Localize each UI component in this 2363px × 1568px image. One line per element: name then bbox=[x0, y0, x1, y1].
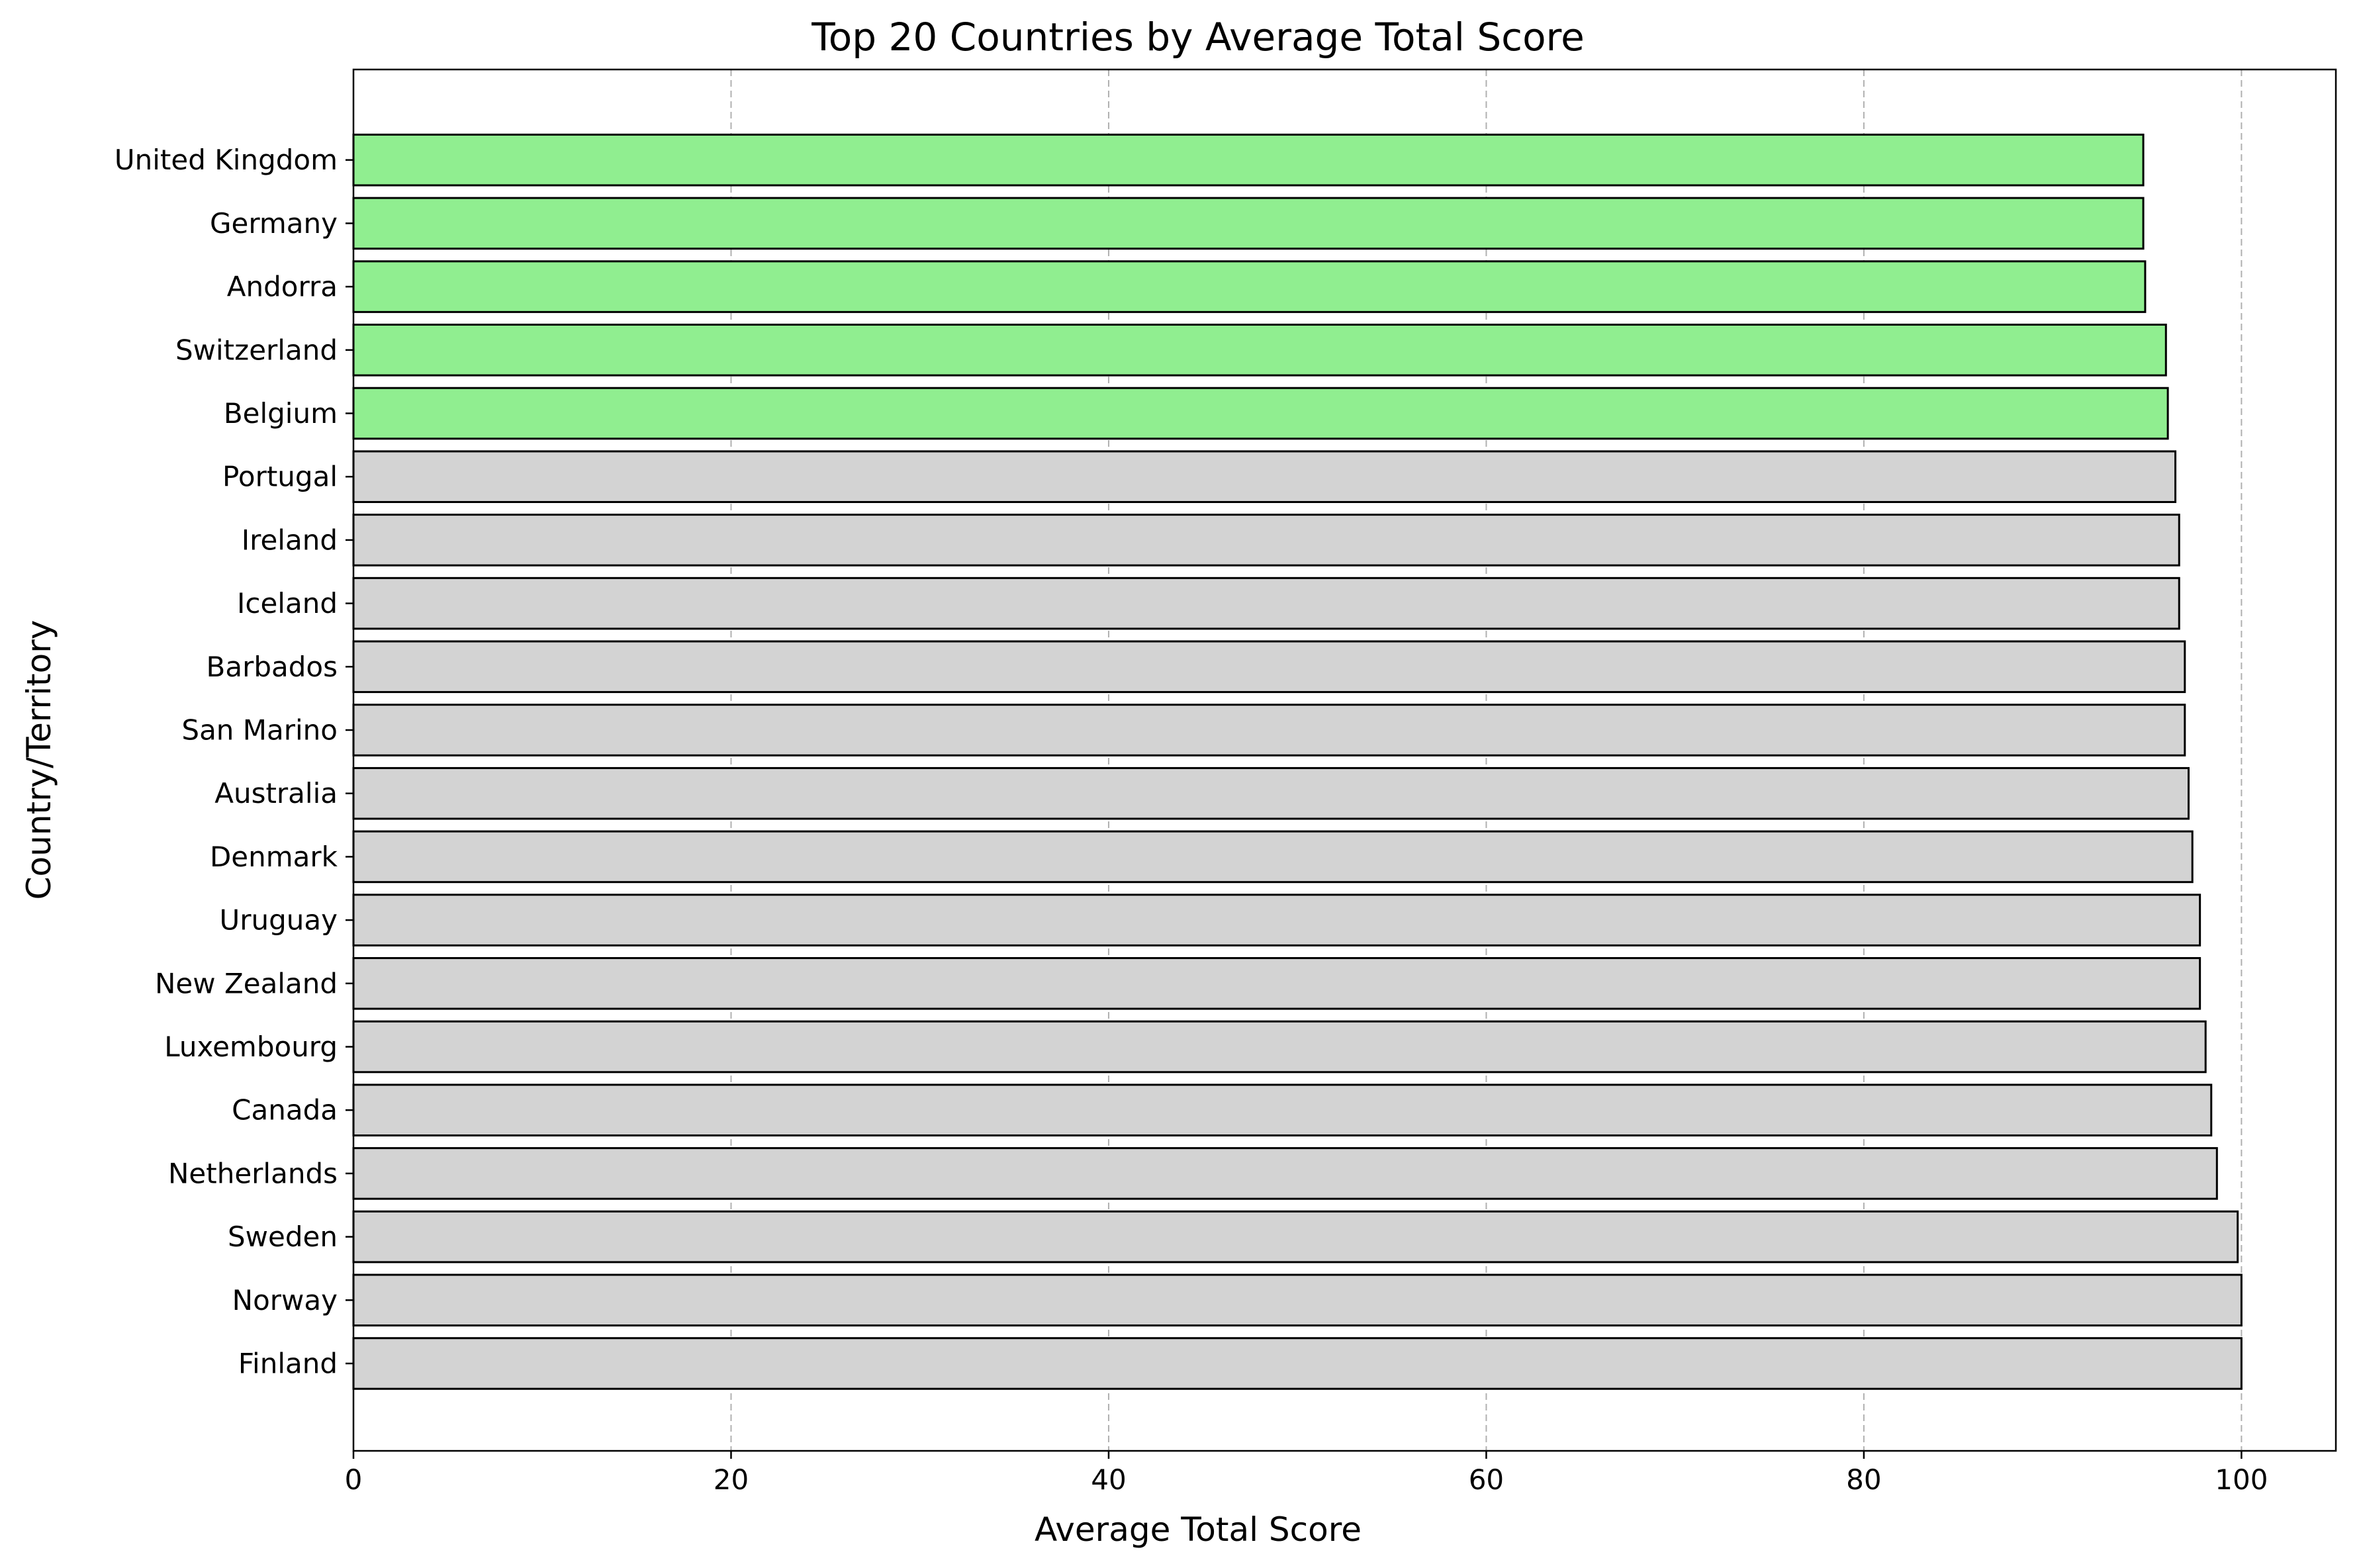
x-axis-label: Average Total Score bbox=[1035, 1510, 1362, 1549]
bar-netherlands bbox=[352, 1147, 2218, 1200]
chart-title: Top 20 Countries by Average Total Score bbox=[811, 15, 1585, 60]
y-tick-label-luxembourg: Luxembourg bbox=[164, 1031, 338, 1063]
bar-switzerland bbox=[352, 324, 2167, 377]
y-tick-label-san-marino: San Marino bbox=[181, 714, 338, 747]
y-tick-label-sweden: Sweden bbox=[228, 1221, 338, 1253]
bar-norway bbox=[352, 1273, 2243, 1327]
y-axis-label: Country/Territory bbox=[20, 620, 58, 900]
y-tick-label-canada: Canada bbox=[232, 1094, 338, 1127]
bar-andorra bbox=[352, 260, 2147, 313]
x-tick-label-3: 60 bbox=[1469, 1463, 1504, 1496]
bar-barbados bbox=[352, 640, 2186, 694]
bar-sweden bbox=[352, 1210, 2239, 1264]
bar-new-zealand bbox=[352, 957, 2201, 1010]
bar-australia bbox=[352, 766, 2190, 820]
y-tick-label-portugal: Portugal bbox=[222, 461, 338, 493]
bar-finland bbox=[352, 1337, 2243, 1390]
y-tick-label-uruguay: Uruguay bbox=[220, 904, 338, 937]
bar-uruguay bbox=[352, 894, 2201, 946]
bar-canada bbox=[352, 1084, 2213, 1136]
x-tick-label-0: 0 bbox=[345, 1463, 363, 1496]
bar-luxembourg bbox=[352, 1020, 2207, 1074]
x-tick-label-4: 80 bbox=[1846, 1463, 1881, 1496]
y-tick-label-norway: Norway bbox=[232, 1284, 338, 1316]
y-axis-ticks: Finland Norway Sweden Netherlands Canada Luxe… bbox=[115, 144, 353, 1380]
y-tick-label-australia: Australia bbox=[214, 777, 338, 809]
bars bbox=[352, 133, 2243, 1390]
bar-portugal bbox=[352, 450, 2177, 503]
bar-denmark bbox=[352, 830, 2194, 884]
bar-ireland bbox=[352, 514, 2180, 567]
y-tick-label-new-zealand: New Zealand bbox=[155, 967, 338, 999]
y-tick-label-switzerland: Switzerland bbox=[175, 334, 338, 366]
plot-frame bbox=[352, 68, 2337, 1452]
x-tick-label-5: 100 bbox=[2215, 1463, 2268, 1496]
y-tick-label-netherlands: Netherlands bbox=[168, 1157, 338, 1189]
y-tick-label-belgium: Belgium bbox=[224, 397, 338, 430]
bar-san-marino bbox=[352, 704, 2186, 757]
bar-germany bbox=[352, 197, 2145, 250]
y-tick-label-ireland: Ireland bbox=[242, 524, 338, 556]
bar-belgium bbox=[352, 387, 2169, 440]
x-tick-label-2: 40 bbox=[1091, 1463, 1126, 1496]
y-tick-label-iceland: Iceland bbox=[237, 587, 338, 620]
y-tick-label-denmark: Denmark bbox=[210, 841, 338, 873]
y-tick-label-united-kingdom: United Kingdom bbox=[115, 144, 338, 176]
bar-united-kingdom bbox=[352, 133, 2145, 187]
x-axis-ticks: 0 20 40 60 80 100 bbox=[345, 1451, 2268, 1496]
y-tick-label-germany: Germany bbox=[210, 207, 338, 240]
y-tick-label-finland: Finland bbox=[238, 1348, 338, 1380]
y-tick-label-barbados: Barbados bbox=[207, 651, 338, 683]
x-tick-label-1: 20 bbox=[714, 1463, 749, 1496]
bar-iceland bbox=[352, 576, 2180, 630]
y-tick-label-andorra: Andorra bbox=[227, 271, 338, 303]
